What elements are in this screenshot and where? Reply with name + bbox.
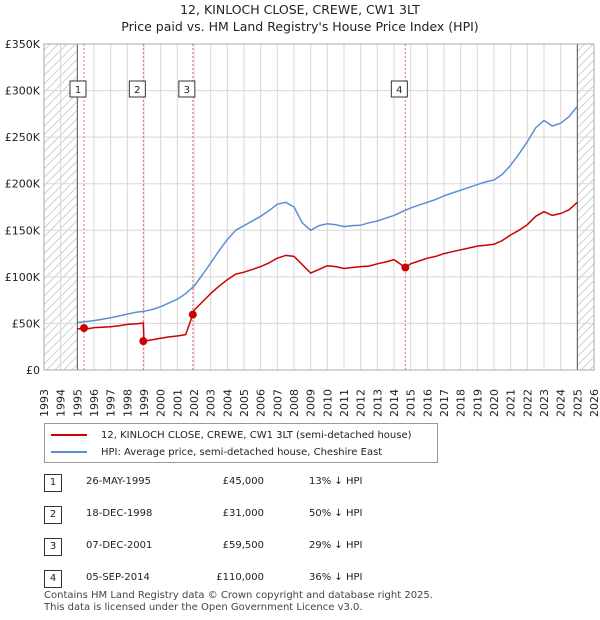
x-tick-label: 2003: [205, 389, 218, 417]
x-tick-label: 2006: [255, 389, 268, 417]
x-tick-label: 2005: [238, 389, 251, 417]
sale-date: 26-MAY-1995: [86, 476, 152, 487]
x-tick-label: 1996: [88, 389, 101, 417]
hatched-region-after: [577, 44, 594, 370]
sale-hpi-diff: 29% ↓ HPI: [309, 540, 363, 551]
x-tick-label: 1997: [105, 389, 118, 417]
y-tick-label: £100K: [5, 271, 41, 284]
table-row: 3 07-DEC-2001 £59,500 29% ↓ HPI: [44, 538, 464, 556]
legend-label-hpi: HPI: Average price, semi-detached house,…: [101, 446, 383, 458]
x-tick-label: 2023: [538, 389, 551, 417]
x-tick-label: 2018: [455, 389, 468, 417]
x-tick-label: 2013: [371, 389, 384, 417]
y-tick-label: £50K: [12, 317, 41, 330]
sale-date: 18-DEC-1998: [86, 508, 153, 519]
x-tick-label: 2022: [521, 389, 534, 417]
y-tick-label: £200K: [5, 178, 41, 191]
sale-marker-label: 4: [396, 85, 402, 96]
x-tick-label: 1995: [71, 389, 84, 417]
x-tick-label: 2012: [355, 389, 368, 417]
sale-marker-box: [128, 80, 146, 98]
sale-price: £45,000: [222, 476, 264, 487]
table-row: 2 18-DEC-1998 £31,000 50% ↓ HPI: [44, 506, 464, 524]
x-tick-label: 1999: [138, 389, 151, 417]
x-tick-label: 2021: [505, 389, 518, 417]
chart-title: 12, KINLOCH CLOSE, CREWE, CW1 3LT: [180, 2, 420, 17]
sale-number-badge: 1: [44, 474, 62, 492]
x-tick-label: 2001: [171, 389, 184, 417]
plot-frame: [43, 43, 595, 371]
legend-item-property: 12, KINLOCH CLOSE, CREWE, CW1 3LT (semi-…: [51, 427, 412, 443]
legend: 12, KINLOCH CLOSE, CREWE, CW1 3LT (semi-…: [44, 423, 438, 463]
x-tick-label: 2002: [188, 389, 201, 417]
table-row: 1 26-MAY-1995 £45,000 13% ↓ HPI: [44, 474, 464, 492]
sale-marker-box: [178, 80, 196, 98]
legend-swatch-property: [51, 434, 87, 436]
sale-date: 07-DEC-2001: [86, 540, 153, 551]
sale-marker-box: [390, 80, 408, 98]
x-tick-label: 1993: [38, 389, 51, 417]
hpi-line: [77, 105, 578, 324]
x-tick-label: 2026: [588, 389, 600, 417]
x-tick-label: 1994: [55, 389, 68, 417]
sale-marker-label: 3: [184, 85, 190, 96]
x-tick-label: 2000: [155, 389, 168, 417]
legend-swatch-hpi: [51, 451, 87, 453]
table-row: 4 05-SEP-2014 £110,000 36% ↓ HPI: [44, 570, 464, 588]
x-tick-label: 2011: [338, 389, 351, 417]
footer-line-copyright: Contains HM Land Registry data © Crown c…: [44, 590, 433, 601]
property-price-line: [77, 201, 578, 342]
x-tick-label: 2010: [321, 389, 334, 417]
sale-point: [80, 324, 88, 333]
sale-number-badge: 3: [44, 538, 62, 556]
x-tick-label: 2019: [471, 389, 484, 417]
footer-attribution: Contains HM Land Registry data © Crown c…: [44, 590, 433, 614]
x-tick-label: 2015: [405, 389, 418, 417]
x-tick-label: 2017: [438, 389, 451, 417]
y-tick-label: £0: [26, 364, 40, 377]
sale-point: [401, 263, 410, 272]
price-chart: 12, KINLOCH CLOSE, CREWE, CW1 3LT Price …: [5, 2, 600, 417]
sale-price: £110,000: [216, 572, 264, 583]
legend-label-property: 12, KINLOCH CLOSE, CREWE, CW1 3LT (semi-…: [101, 429, 412, 441]
x-tick-label: 2008: [288, 389, 301, 417]
x-tick-label: 2004: [221, 389, 234, 417]
footer-line-licence: This data is licensed under the Open Gov…: [44, 602, 363, 613]
x-tick-label: 1998: [121, 389, 134, 417]
y-tick-label: £150K: [5, 224, 41, 237]
sale-point: [139, 337, 148, 346]
sale-price: £31,000: [222, 508, 264, 519]
x-tick-label: 2016: [421, 389, 434, 417]
x-tick-label: 2025: [571, 389, 584, 417]
sale-hpi-diff: 50% ↓ HPI: [309, 508, 363, 519]
x-tick-label: 2014: [388, 389, 401, 417]
y-tick-label: £300K: [5, 85, 41, 98]
sale-point: [188, 310, 197, 319]
sale-number-badge: 2: [44, 506, 62, 524]
x-tick-label: 2007: [271, 389, 284, 417]
sale-marker-box: [69, 80, 87, 98]
legend-item-hpi: HPI: Average price, semi-detached house,…: [51, 444, 382, 460]
sale-marker-label: 2: [134, 85, 140, 96]
x-tick-label: 2009: [305, 389, 318, 417]
sale-number-badge: 4: [44, 570, 62, 588]
y-tick-label: £350K: [5, 38, 41, 51]
x-tick-label: 2024: [555, 389, 568, 417]
sale-date: 05-SEP-2014: [86, 572, 150, 583]
y-tick-label: £250K: [5, 131, 41, 144]
sale-price: £59,500: [222, 540, 264, 551]
sale-hpi-diff: 13% ↓ HPI: [309, 476, 363, 487]
sale-hpi-diff: 36% ↓ HPI: [309, 572, 363, 583]
sale-marker-label: 1: [75, 85, 81, 96]
chart-subtitle: Price paid vs. HM Land Registry's House …: [121, 19, 478, 34]
x-tick-label: 2020: [488, 389, 501, 417]
